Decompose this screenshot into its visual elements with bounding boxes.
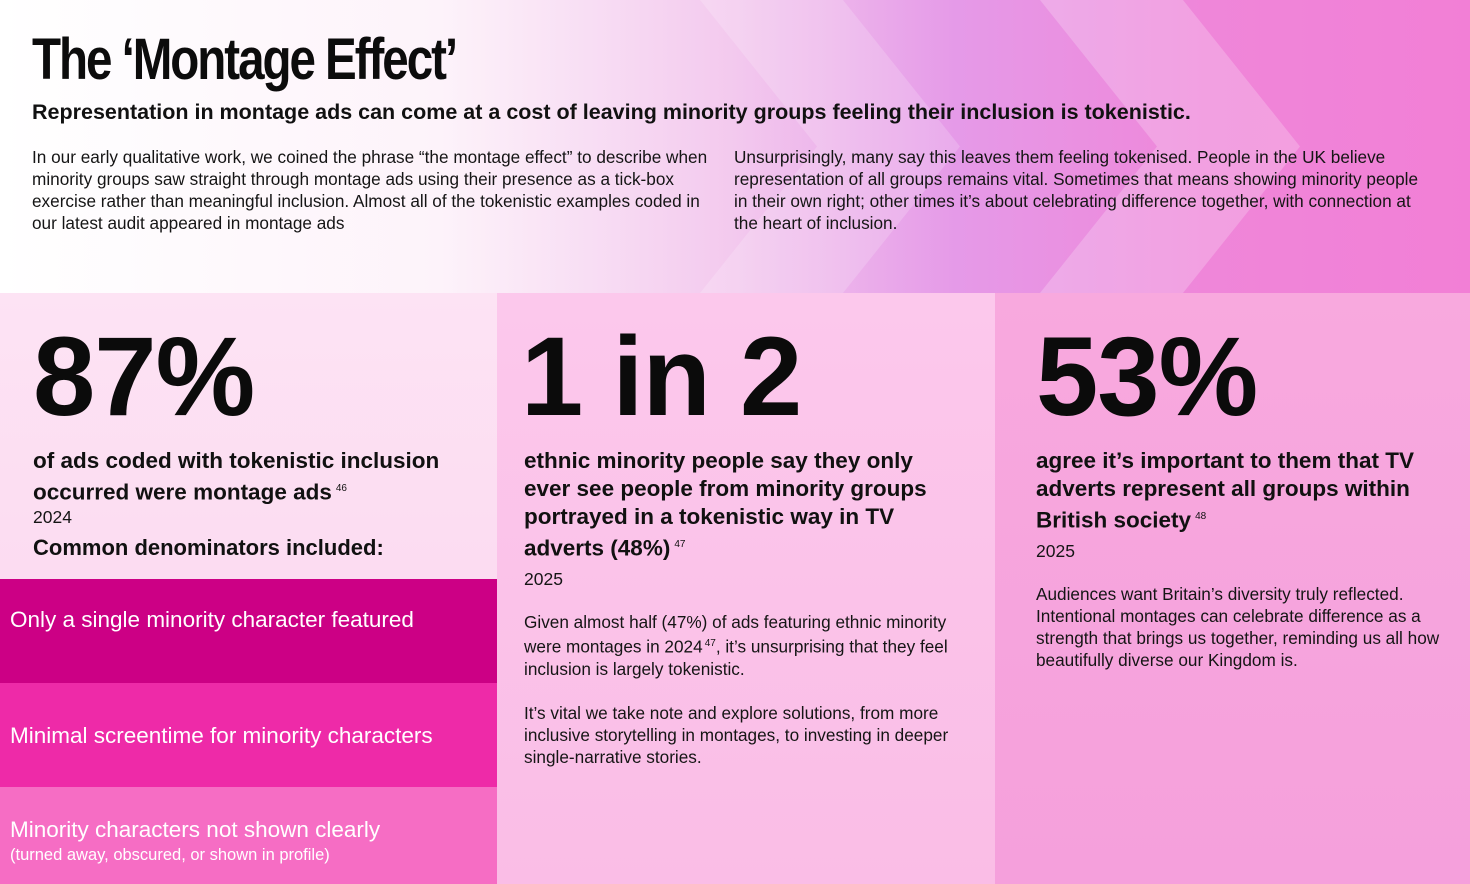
stat-year: 2024	[33, 507, 72, 527]
denominator-bar: Minimal screentime for minority characte…	[0, 683, 497, 787]
stat-year: 2025	[524, 569, 563, 589]
stat-column-3: 53% agree it’s important to them that TV…	[995, 293, 1470, 884]
stat-number: 53%	[1036, 314, 1258, 439]
stat-column-2: 1 in 2 ethnic minority people say they o…	[497, 293, 995, 884]
denominators-heading: Common denominators included:	[33, 535, 384, 560]
stat-number: 1 in 2	[521, 314, 802, 439]
footnote-ref: 46	[335, 483, 347, 494]
stat-description: agree it’s important to them that TV adv…	[1036, 448, 1414, 533]
stat-number: 87%	[33, 314, 255, 439]
page-subtitle: Representation in montage ads can come a…	[32, 100, 1191, 124]
stat-paragraph: Given almost half (47%) of ads featuring…	[524, 612, 948, 679]
footnote-ref: 47	[704, 638, 716, 649]
stat-paragraph: It’s vital we take note and explore solu…	[524, 703, 949, 767]
stat-column-1: 87% of ads coded with tokenistic inclusi…	[0, 293, 497, 884]
footnote-ref: 48	[1195, 511, 1207, 522]
denominator-note: (turned away, obscured, or shown in prof…	[10, 846, 330, 864]
intro-left: In our early qualitative work, we coined…	[32, 147, 708, 233]
stat-description: ethnic minority people say they only eve…	[524, 448, 927, 561]
denominator-bar: Only a single minority character feature…	[0, 579, 497, 683]
denominator-label: Minority characters not shown clearly	[10, 817, 381, 842]
denominator-label: Only a single minority character feature…	[10, 607, 414, 632]
denominator-bar: Minority characters not shown clearly (t…	[0, 787, 497, 884]
stat-paragraph: Audiences want Britain’s diversity truly…	[1036, 584, 1440, 670]
stat-year: 2025	[1036, 541, 1075, 561]
stat-description: of ads coded with tokenistic inclusion o…	[33, 448, 440, 505]
denominator-label: Minimal screentime for minority characte…	[10, 723, 433, 748]
page-title: The ‘Montage Effect’	[32, 27, 458, 92]
intro-right: Unsurprisingly, many say this leaves the…	[734, 147, 1419, 233]
footnote-ref: 47	[674, 539, 686, 550]
header-section: The ‘Montage Effect’ Representation in m…	[0, 0, 1470, 293]
